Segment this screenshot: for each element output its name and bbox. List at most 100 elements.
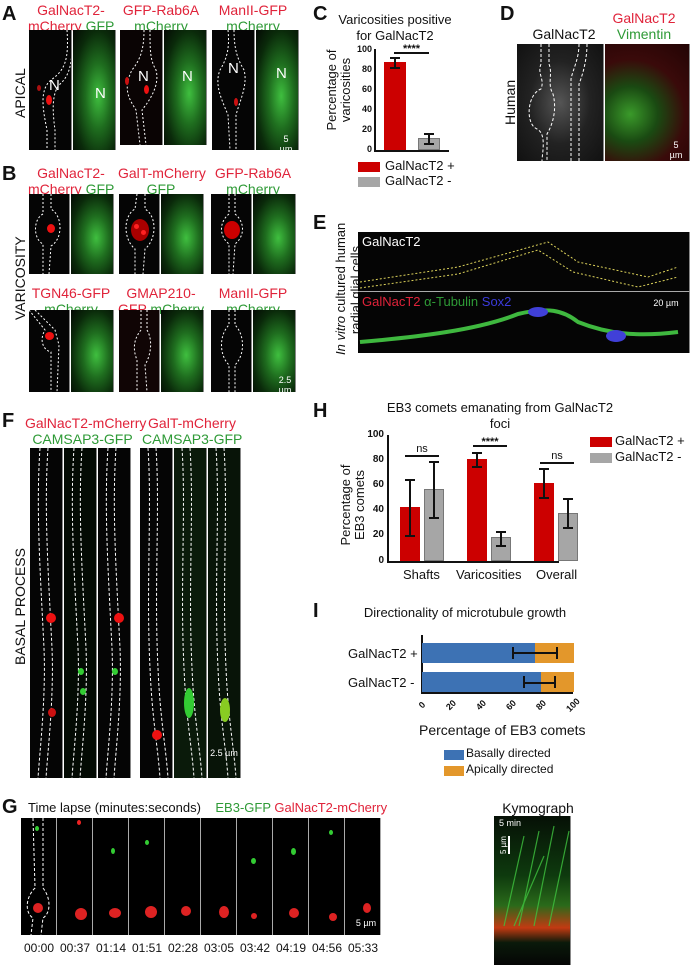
- nucleus-marker: N: [182, 68, 193, 85]
- timelapse-frame-5: [165, 818, 201, 935]
- timestamp: 00:37: [59, 941, 91, 955]
- radial-glia-merge-image: GalNacT2 α-Tubulin Sox2 20 µm: [358, 292, 690, 353]
- significance-shafts: ns: [416, 443, 428, 455]
- significance-overall: ns: [551, 450, 563, 462]
- timelapse-frame-9: [309, 818, 345, 935]
- panel-i-label: I: [313, 600, 319, 622]
- legend-swatch-apical: [444, 766, 464, 776]
- panel-b-row-label: VARICOSITY: [12, 236, 28, 320]
- basal-process-galt-merge: 2.5 µm: [208, 448, 241, 778]
- apical-image-galnact2-red: N: [29, 30, 72, 150]
- timelapse-frame-1: [21, 818, 57, 935]
- scale-bar: 2.5 µm: [278, 375, 292, 392]
- panel-d-header-right: GalNacT2 Vimentin: [612, 10, 676, 42]
- bar-galnact2-positive: [384, 62, 406, 150]
- timestamp: 02:28: [167, 941, 199, 955]
- x-category-overall: Overall: [536, 567, 578, 582]
- panel-f-header-2: GalT-mCherry CAMSAP3-GFP: [142, 415, 243, 447]
- timestamp: 04:19: [275, 941, 307, 955]
- significance-varicosities: ****: [481, 436, 499, 448]
- panel-g-title: Time lapse (minutes:seconds) EB3-GFP Gal…: [28, 800, 388, 815]
- panel-h-title: EB3 comets emanating from GalNacT2 foci: [386, 400, 614, 431]
- legend-label-basal: Basally directed: [466, 746, 551, 760]
- timestamp: 01:51: [131, 941, 163, 955]
- bar-overall-positive: [534, 483, 554, 561]
- nucleus-marker: N: [228, 60, 239, 77]
- timelapse-frame-3: [93, 818, 129, 935]
- timelapse-frame-2: [57, 818, 93, 935]
- panel-c-ylabel: Percentage of varicosities: [324, 49, 353, 131]
- panel-d-label: D: [500, 3, 515, 25]
- panel-e-channel-labels: GalNacT2 α-Tubulin Sox2: [362, 294, 512, 309]
- apical-image-galnact2-green: N: [73, 30, 116, 150]
- panel-f-header-1: GalNacT2-mCherry CAMSAP3-GFP: [25, 415, 147, 447]
- nucleus-marker: N: [95, 85, 106, 102]
- panel-d-header-left: GalNacT2: [532, 26, 596, 42]
- varicosity-image-5-green: [161, 310, 204, 392]
- panel-f-row-label: BASAL PROCESS: [12, 548, 28, 665]
- legend-swatch-negative: [590, 453, 612, 463]
- x-category-shafts: Shafts: [403, 567, 440, 582]
- timestamp: 04:56: [311, 941, 343, 955]
- timestamp: 03:42: [239, 941, 271, 955]
- legend-label-positive: GalNacT2 +: [615, 433, 685, 448]
- nucleus-marker: N: [276, 65, 287, 82]
- varicosity-image-4-red: [29, 310, 70, 392]
- timestamp: 03:05: [203, 941, 235, 955]
- y-category-positive: GalNacT2 +: [348, 646, 418, 661]
- significance-marker: ****: [402, 43, 421, 55]
- apical-image-manii-green: N 5 µm: [256, 30, 299, 150]
- legend-label-negative: GalNacT2 -: [385, 173, 452, 188]
- bar-negative-basal: [422, 672, 541, 692]
- varicosity-image-2-red: [119, 194, 160, 274]
- bar-positive-basal: [422, 643, 535, 663]
- x-category-varicosities: Varicosities: [456, 567, 522, 582]
- human-image-galnact2: [517, 44, 604, 161]
- legend-swatch-basal: [444, 750, 464, 760]
- legend-swatch-positive: [590, 437, 612, 447]
- varicosity-image-5-red: [119, 310, 160, 392]
- scale-bar: 2.5 µm: [210, 748, 238, 758]
- panel-d-row-label: Human: [502, 79, 518, 125]
- varicosity-image-2-green: [161, 194, 204, 274]
- varicosity-image-1-red: [29, 194, 70, 274]
- apical-image-manii-red: N: [212, 30, 255, 150]
- kymograph-title: Kymograph: [502, 800, 574, 816]
- panel-i-title: Directionality of microtubule growth: [363, 605, 567, 620]
- human-image-merge: 5 µm: [605, 44, 690, 161]
- nucleus-marker: N: [138, 68, 149, 85]
- varicosity-image-3-red: [211, 194, 252, 274]
- kymograph-image: 5 min 5 µm: [494, 816, 571, 965]
- varicosity-image-6-green: 2.5 µm: [253, 310, 296, 392]
- panel-a-label: A: [2, 3, 17, 25]
- panel-g-label: G: [2, 796, 18, 818]
- radial-glia-galnact2-image: GalNacT2: [358, 232, 690, 292]
- timelapse-frame-4: [129, 818, 165, 935]
- panel-a-row-label: APICAL: [12, 68, 28, 118]
- panel-i-xlabel: Percentage of EB3 comets: [419, 722, 586, 738]
- scale-bar: 5 µm: [355, 918, 377, 928]
- legend-label-positive: GalNacT2 +: [385, 158, 455, 173]
- timelapse-frame-7: [237, 818, 273, 935]
- y-category-negative: GalNacT2 -: [348, 675, 415, 690]
- panel-b-header-1: GalNacT2- mCherry GFP: [28, 165, 115, 197]
- bar-negative-apical: [541, 672, 574, 692]
- timestamp: 00:00: [23, 941, 55, 955]
- legend-swatch-negative: [358, 177, 380, 187]
- timestamp: 05:33: [347, 941, 379, 955]
- timelapse-frame-8: [273, 818, 309, 935]
- panel-f-label: F: [2, 410, 15, 432]
- scale-bar: 5 µm: [279, 134, 293, 150]
- bar-varicosities-positive: [467, 459, 487, 561]
- basal-process-galnact2-merge: [98, 448, 131, 778]
- panel-b-header-2: GalT-mCherry GFP: [118, 165, 206, 197]
- scale-bar: 5 µm: [669, 140, 683, 160]
- panel-h-label: H: [313, 400, 328, 422]
- varicosity-image-6-red: [211, 310, 252, 392]
- varicosity-image-4-green: [71, 310, 114, 392]
- apical-image-rab6a-green: N: [164, 30, 207, 145]
- panel-c-title: Varicosities positive for GalNacT2: [338, 12, 452, 43]
- nucleus-marker: N: [49, 77, 60, 94]
- basal-process-galnact2-green: [64, 448, 97, 778]
- panel-b-header-3: GFP-Rab6A mCherry: [214, 165, 292, 197]
